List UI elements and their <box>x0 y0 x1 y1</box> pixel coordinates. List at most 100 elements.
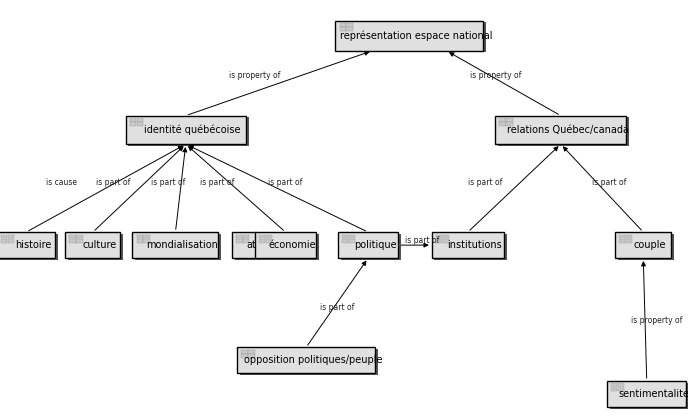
Bar <box>0 234 58 260</box>
Text: is part of: is part of <box>268 178 303 187</box>
Text: culture: culture <box>83 240 117 250</box>
Bar <box>266 239 272 243</box>
Bar <box>126 116 246 144</box>
Bar <box>144 239 150 243</box>
Bar <box>436 235 442 238</box>
Bar <box>68 234 123 260</box>
Bar <box>443 235 449 238</box>
Text: is property of: is property of <box>470 71 521 80</box>
Bar <box>340 23 345 27</box>
Bar <box>346 27 352 31</box>
Bar <box>136 118 143 122</box>
Bar <box>436 239 442 243</box>
Text: is property of: is property of <box>632 316 682 325</box>
Bar <box>244 235 249 238</box>
Bar <box>335 21 483 51</box>
Bar <box>610 383 688 409</box>
Bar <box>65 232 120 258</box>
Bar <box>619 235 625 238</box>
Text: sentimentalité: sentimentalité <box>618 389 688 399</box>
Bar <box>130 118 136 122</box>
Text: relations Québec/canada: relations Québec/canada <box>506 125 629 135</box>
Bar <box>346 23 352 27</box>
Bar <box>611 388 618 391</box>
Bar <box>244 239 249 243</box>
Bar <box>76 235 83 238</box>
Bar <box>248 354 255 358</box>
Bar <box>237 347 375 373</box>
Bar <box>266 235 272 238</box>
Bar <box>619 239 625 243</box>
Bar <box>241 354 248 358</box>
Bar <box>136 239 143 243</box>
Bar <box>259 239 265 243</box>
Bar <box>349 239 355 243</box>
Text: politique: politique <box>354 240 396 250</box>
Bar <box>506 118 513 122</box>
Text: is part of: is part of <box>151 178 186 187</box>
Text: histoire: histoire <box>15 240 51 250</box>
Bar <box>237 235 242 238</box>
Text: couple: couple <box>634 240 667 250</box>
Bar <box>255 232 316 258</box>
Text: is part of: is part of <box>592 178 626 187</box>
Bar <box>615 232 671 258</box>
Bar <box>130 122 136 126</box>
Text: is part of: is part of <box>200 178 234 187</box>
Bar <box>342 235 348 238</box>
Bar <box>1 239 7 243</box>
Bar <box>259 235 265 238</box>
Bar <box>618 234 674 260</box>
Bar <box>499 118 506 122</box>
Bar <box>611 383 618 387</box>
Bar <box>341 234 401 260</box>
Bar <box>626 239 632 243</box>
Bar <box>240 349 378 375</box>
Bar <box>69 235 76 238</box>
Text: is part of: is part of <box>405 236 439 246</box>
Text: identité québécoise: identité québécoise <box>144 124 241 135</box>
Bar <box>136 122 143 126</box>
Bar <box>144 235 150 238</box>
Text: is part of: is part of <box>96 178 131 187</box>
Text: économie: économie <box>268 240 316 250</box>
Bar <box>607 381 686 407</box>
Bar <box>626 235 632 238</box>
Text: représentation espace national: représentation espace national <box>340 30 493 41</box>
Text: is part of: is part of <box>320 303 354 313</box>
Bar <box>257 234 319 260</box>
Bar <box>1 235 7 238</box>
Bar <box>132 232 219 258</box>
Bar <box>69 239 76 243</box>
Bar <box>76 239 83 243</box>
Bar <box>618 383 625 387</box>
Bar <box>432 232 504 258</box>
Bar <box>232 232 256 258</box>
Text: institutions: institutions <box>447 240 502 250</box>
Text: is cause: is cause <box>46 178 78 187</box>
Bar <box>237 239 242 243</box>
Bar <box>248 350 255 354</box>
Bar <box>0 232 55 258</box>
Bar <box>129 117 249 146</box>
Text: mondialisation: mondialisation <box>147 240 218 250</box>
Bar <box>338 232 398 258</box>
Bar <box>498 117 629 146</box>
Text: opposition politiques/peuple: opposition politiques/peuple <box>244 355 383 365</box>
Bar <box>340 27 345 31</box>
Bar <box>8 239 14 243</box>
Text: is property of: is property of <box>229 71 280 80</box>
Bar <box>349 235 355 238</box>
Bar <box>235 234 259 260</box>
Bar <box>342 239 348 243</box>
Bar <box>135 234 222 260</box>
Bar <box>241 350 248 354</box>
Bar <box>338 22 486 52</box>
Bar <box>136 235 143 238</box>
Text: is part of: is part of <box>468 178 502 187</box>
Text: at: at <box>246 240 256 250</box>
Bar <box>618 388 625 391</box>
Bar <box>499 122 506 126</box>
Bar <box>443 239 449 243</box>
Bar <box>8 235 14 238</box>
